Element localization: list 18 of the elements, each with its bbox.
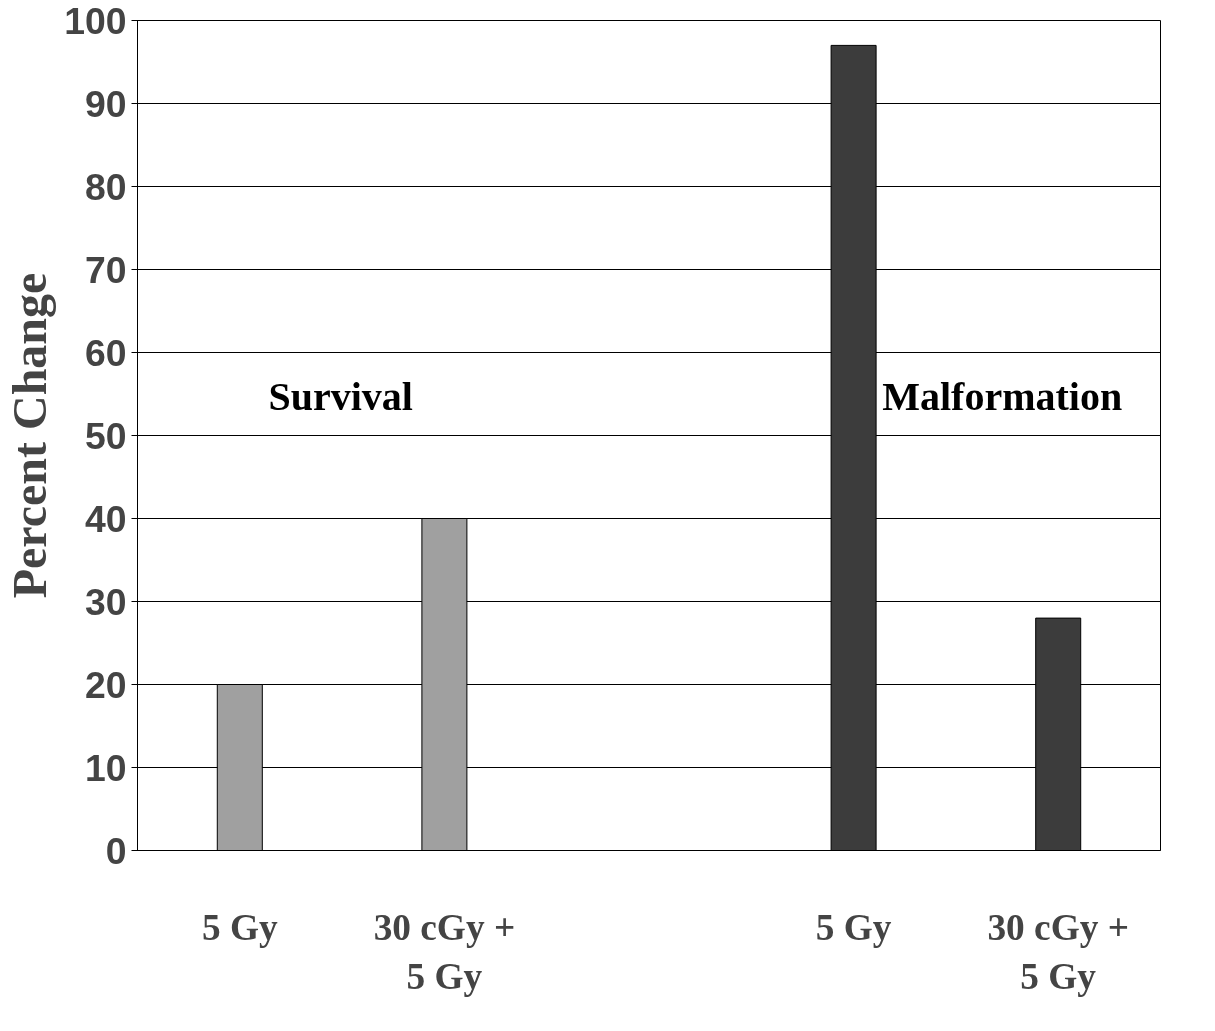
- y-axis-title: Percent Change: [3, 272, 57, 599]
- y-tick-label: 0: [105, 829, 127, 872]
- y-tick-label: 70: [84, 248, 127, 291]
- y-tick-label: 10: [84, 746, 127, 789]
- y-tick-label: 60: [84, 331, 127, 374]
- y-tick-label: 20: [84, 663, 127, 706]
- y-tick-label: 30: [84, 580, 127, 623]
- series-label: Malformation: [882, 373, 1123, 419]
- x-tick-label: 30 cGy + 5 Gy: [373, 906, 516, 997]
- x-tick-label: 30 cGy + 5 Gy: [987, 906, 1129, 997]
- y-tick-label: 80: [84, 165, 127, 208]
- y-tick-label: 90: [84, 82, 127, 125]
- y-tick-label: 100: [64, 0, 127, 42]
- y-tick-label: 40: [84, 497, 127, 540]
- y-tick-label: 50: [84, 414, 127, 457]
- x-tick-label: 5 Gy: [201, 906, 278, 948]
- x-tick-label: 5 Gy: [815, 906, 892, 948]
- text: Survival: [268, 373, 413, 419]
